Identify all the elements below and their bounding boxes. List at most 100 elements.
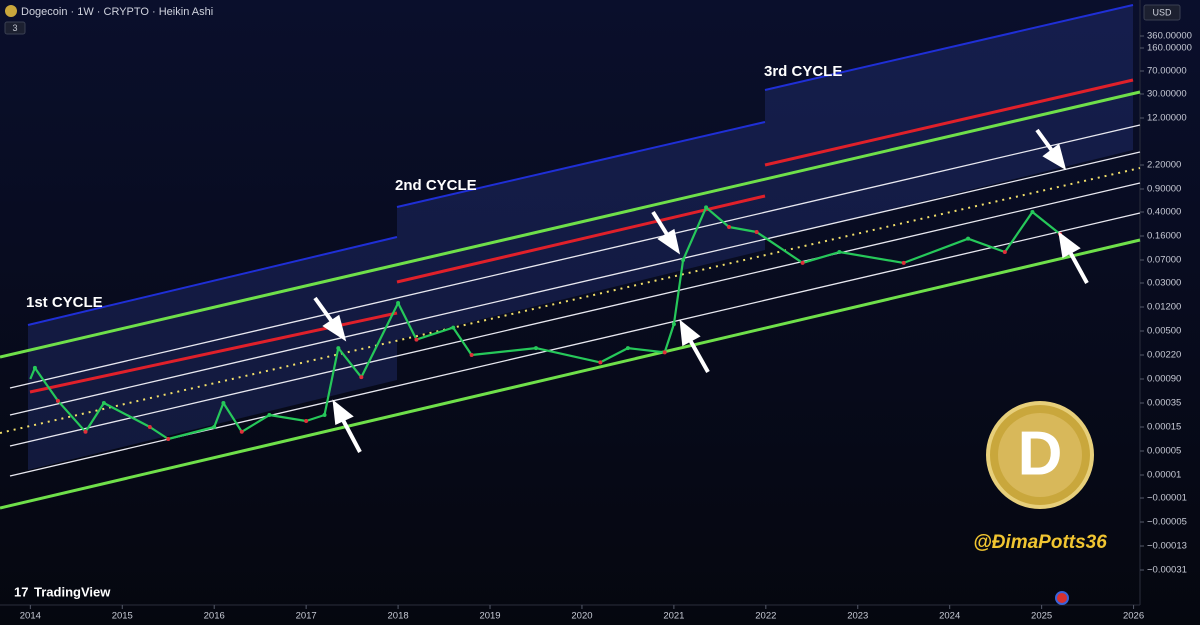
price-point: [336, 346, 341, 351]
y-tick-label: −0.00031: [1147, 565, 1187, 576]
cycle-top: [27, 236, 398, 326]
price-point: [55, 398, 60, 403]
y-tick-label: 0.00090: [1147, 374, 1181, 385]
badge: [4, 21, 26, 35]
arrow-head: [657, 228, 681, 255]
y-tick-label: 0.00220: [1147, 350, 1181, 361]
arrow-head: [322, 314, 347, 342]
price-point: [451, 325, 456, 330]
price-point: [239, 429, 244, 434]
arrows: [313, 128, 1089, 453]
y-tick-label: −0.00005: [1147, 517, 1187, 528]
price-point: [396, 301, 401, 305]
channel-line: [9, 124, 1141, 389]
price-point: [32, 365, 37, 370]
currency: USD: [1152, 7, 1172, 17]
annotation: 3rd CYCLE: [764, 63, 842, 80]
x-tick-label: 2016: [204, 611, 225, 622]
price-point: [1030, 210, 1035, 214]
price-point: [598, 360, 603, 365]
y-tick-label: 160.00000: [1147, 43, 1192, 54]
y-tick-label: −0.00013: [1147, 541, 1187, 552]
annotation: 2nd CYCLE: [395, 177, 477, 194]
coin-icon: [5, 5, 17, 17]
price-point: [267, 413, 272, 417]
price-point: [662, 350, 667, 355]
y-tick-label: 70.00000: [1147, 66, 1187, 77]
currency-box[interactable]: [1143, 4, 1181, 21]
x-tick-label: 2019: [479, 611, 500, 622]
price-point: [469, 353, 474, 357]
logo-letter: D: [1018, 419, 1063, 488]
price-point: [901, 260, 906, 265]
y-tick-label: 360.00000: [1147, 31, 1192, 42]
price-point: [625, 346, 630, 351]
cycle-top: [764, 4, 1134, 91]
cycle-box: [397, 122, 765, 340]
arrow-head: [332, 399, 354, 425]
cycle-peak-line: [764, 78, 1134, 167]
x-tick-label: 2022: [755, 611, 776, 622]
y-tick-label: 0.40000: [1147, 207, 1181, 218]
y-tick-label: 30.00000: [1147, 89, 1187, 100]
x-tick-label: 2017: [296, 611, 317, 622]
y-tick-label: 0.03000: [1147, 278, 1181, 289]
x-tick-label: 2014: [20, 611, 41, 622]
y-tick-label: 0.01200: [1147, 302, 1181, 313]
arrow: [1068, 251, 1089, 284]
arrow: [651, 210, 670, 238]
price-point: [322, 413, 327, 417]
y-tick-label: 2.20000: [1147, 160, 1181, 171]
x-tick-label: 2018: [388, 611, 409, 622]
price-point: [966, 236, 971, 241]
x-tick-label: 2026: [1123, 611, 1144, 622]
price-point: [671, 322, 676, 327]
flag-icon: [1055, 591, 1069, 605]
brand: TradingView: [34, 584, 111, 599]
arrow: [688, 339, 710, 373]
y-tick-label: 0.00015: [1147, 422, 1181, 433]
y-tick-label: 0.00500: [1147, 326, 1181, 337]
price-point: [147, 425, 152, 429]
arrow-head: [1058, 231, 1081, 259]
x-tick-label: 2024: [939, 611, 960, 622]
arrow-head: [679, 319, 701, 347]
x-tick-label: 2021: [663, 611, 684, 622]
price-point: [704, 205, 709, 210]
watermark: @ĐimaPotts36: [973, 532, 1107, 553]
price-point: [533, 346, 538, 351]
annotation: 1st CYCLE: [26, 294, 103, 311]
channel-line: [0, 90, 1141, 359]
price-point: [212, 425, 217, 429]
x-tick-label: 2023: [847, 611, 868, 622]
price-point: [359, 375, 364, 380]
y-tick-label: 12.00000: [1147, 113, 1187, 124]
price-point: [414, 337, 419, 342]
y-tick-label: 0.90000: [1147, 184, 1181, 195]
price-layer: [29, 205, 1063, 441]
price-point: [221, 401, 226, 405]
price-point: [101, 401, 106, 405]
price-point: [727, 225, 732, 229]
y-tick-label: 0.00005: [1147, 446, 1181, 457]
badge-text[interactable]: 3: [12, 23, 17, 33]
x-tick-label: 2020: [571, 611, 592, 622]
price-point: [681, 258, 686, 262]
arrow: [341, 419, 362, 453]
y-tick-label: 0.16000: [1147, 231, 1181, 242]
y-tick-label: 0.00035: [1147, 398, 1181, 409]
brand-mark: 17: [14, 584, 28, 599]
arrow-head: [1042, 143, 1067, 171]
cycle-top: [396, 121, 766, 208]
price-point: [754, 230, 759, 234]
channel-line: [0, 238, 1141, 510]
arrow: [1035, 128, 1055, 154]
channel-line: [9, 182, 1141, 447]
price-point: [837, 250, 842, 254]
price-point: [166, 437, 171, 441]
y-tick-label: −0.00001: [1147, 493, 1187, 504]
price-point: [304, 419, 309, 423]
